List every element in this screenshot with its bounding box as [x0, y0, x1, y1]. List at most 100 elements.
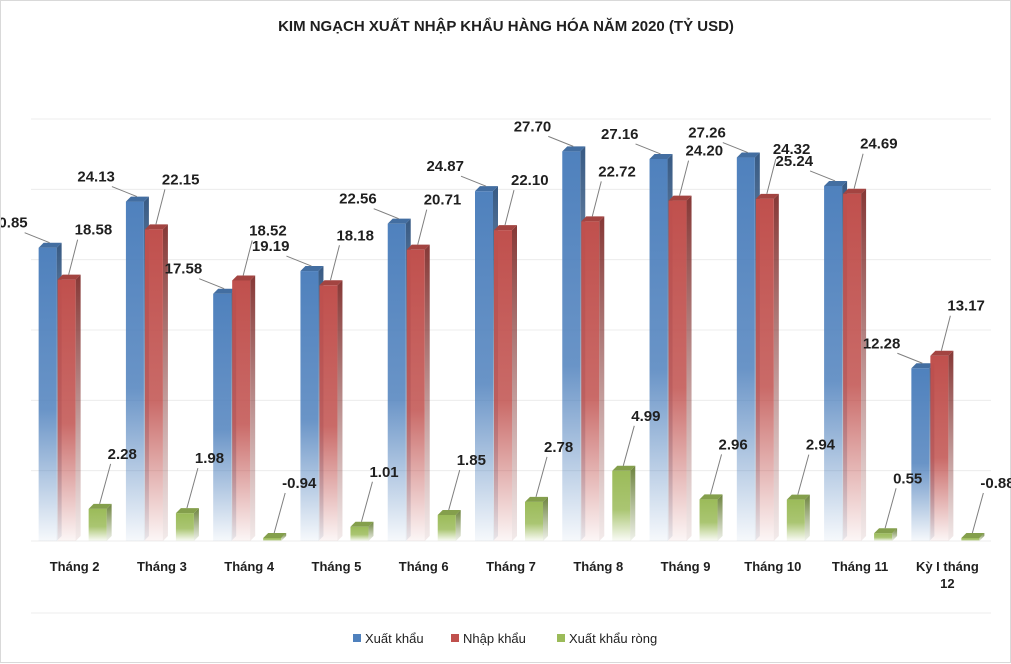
bar-front: [38, 247, 57, 541]
leader-line: [679, 160, 690, 196]
leader-line: [286, 255, 312, 267]
category-label: Tháng 11: [832, 559, 888, 574]
bar-top: [350, 521, 374, 527]
bar-nhap-khau: [144, 224, 168, 541]
value-label: -0.94: [282, 475, 317, 492]
value-label: 12.28: [863, 335, 901, 352]
value-label: 27.70: [514, 118, 552, 135]
bar-side: [861, 188, 867, 541]
bar-front: [494, 230, 512, 542]
value-label: 22.15: [162, 171, 200, 188]
value-label: 27.26: [688, 125, 726, 142]
legend-swatch: [451, 634, 459, 642]
bar-top: [930, 350, 954, 356]
bar-top: [843, 188, 867, 194]
legend-label: Xuất khẩu ròng: [569, 631, 657, 646]
bar-top: [144, 224, 168, 230]
value-label: -0.88: [980, 475, 1011, 492]
bar-side: [512, 225, 517, 542]
leader-line: [460, 175, 487, 187]
bar-front: [350, 526, 369, 541]
bar-front: [911, 368, 930, 541]
leader-line: [360, 481, 373, 522]
category-label: Tháng 9: [661, 559, 711, 574]
bar-nhap-khau: [668, 195, 692, 541]
bar-front: [387, 223, 406, 541]
bar-xuat-khau-rong: [525, 496, 548, 541]
bar-nhap-khau: [232, 275, 256, 541]
bar-front: [824, 185, 843, 541]
leader-line: [242, 240, 253, 276]
leader-line: [111, 186, 138, 198]
value-label: 2.28: [108, 446, 137, 463]
leader-line: [186, 468, 199, 509]
bar-side: [162, 224, 168, 541]
value-label: 22.10: [511, 172, 549, 189]
bar-top: [494, 225, 517, 231]
bar-front: [699, 499, 718, 541]
category-label: Tháng 4: [224, 559, 275, 574]
category-label: Tháng 10: [744, 559, 801, 574]
bar-top: [38, 242, 62, 248]
value-label: 4.99: [631, 408, 660, 425]
bar-front: [581, 221, 600, 541]
value-label: 2.94: [806, 437, 836, 454]
bar-top: [649, 153, 673, 159]
value-label: 20.71: [424, 192, 462, 209]
bar-side: [892, 528, 898, 541]
legend-label: Xuất khẩu: [365, 631, 424, 646]
value-label: 22.56: [339, 191, 377, 208]
bar-top: [755, 193, 779, 199]
bar-front: [612, 470, 631, 541]
value-label: 2.78: [544, 439, 573, 456]
bar-top: [175, 508, 199, 514]
leader-line: [273, 492, 286, 534]
bar-nhap-khau: [57, 274, 81, 541]
category-label: 12: [940, 576, 954, 591]
leader-line: [797, 454, 810, 495]
bar-top: [213, 288, 237, 294]
category-labels: Tháng 2 Tháng 3 Tháng 4 Tháng 5 Tháng 6 Tháng…: [50, 559, 979, 591]
bar-front: [232, 280, 251, 541]
bar-front: [755, 198, 774, 541]
bar-xuat-khau-rong: [786, 494, 810, 541]
leader-line: [548, 135, 574, 147]
bar-xuat-khau-rong: [88, 503, 112, 541]
value-label: 24.87: [426, 158, 464, 175]
value-label: 24.13: [77, 169, 115, 186]
bar-side: [773, 193, 779, 541]
bar-top: [736, 152, 760, 158]
bar-front: [843, 193, 862, 541]
bar-top: [57, 274, 81, 280]
legend-item: Xuất khẩu ròng: [557, 631, 657, 646]
value-label: 24.69: [860, 136, 898, 153]
bar-side: [979, 533, 985, 541]
bar-xuat-khau-rong: [699, 494, 723, 541]
bar-nhap-khau: [319, 280, 343, 541]
bar-xuat-khau-rong: [437, 509, 461, 541]
leader-line: [622, 425, 635, 466]
value-label: 2.96: [719, 436, 748, 453]
bar-side: [804, 494, 810, 541]
bar-side: [599, 216, 605, 541]
value-label: 24.32: [773, 141, 811, 158]
bar-side: [948, 350, 954, 541]
value-label: 18.58: [75, 222, 113, 239]
leader-line: [809, 170, 836, 182]
legend: Xuất khẩu Nhập khẩu Xuất khẩu ròng: [353, 631, 657, 646]
leader-line: [635, 143, 661, 155]
legend-item: Nhập khẩu: [451, 631, 526, 646]
leader-line: [504, 190, 515, 226]
bar-front: [88, 508, 107, 541]
bar-top: [387, 218, 411, 224]
legend-swatch: [557, 634, 565, 642]
bar-front: [437, 514, 456, 541]
bar-xuat-khau-rong: [263, 533, 287, 541]
leader-line: [448, 469, 461, 511]
bar-xuat-khau-rong: [961, 533, 985, 541]
bar-top: [824, 180, 848, 186]
bar-xuat-khau-rong: [350, 521, 374, 541]
leader-line: [535, 456, 548, 498]
bar-top: [911, 363, 935, 369]
bar-xuat-khau-rong: [612, 465, 636, 541]
